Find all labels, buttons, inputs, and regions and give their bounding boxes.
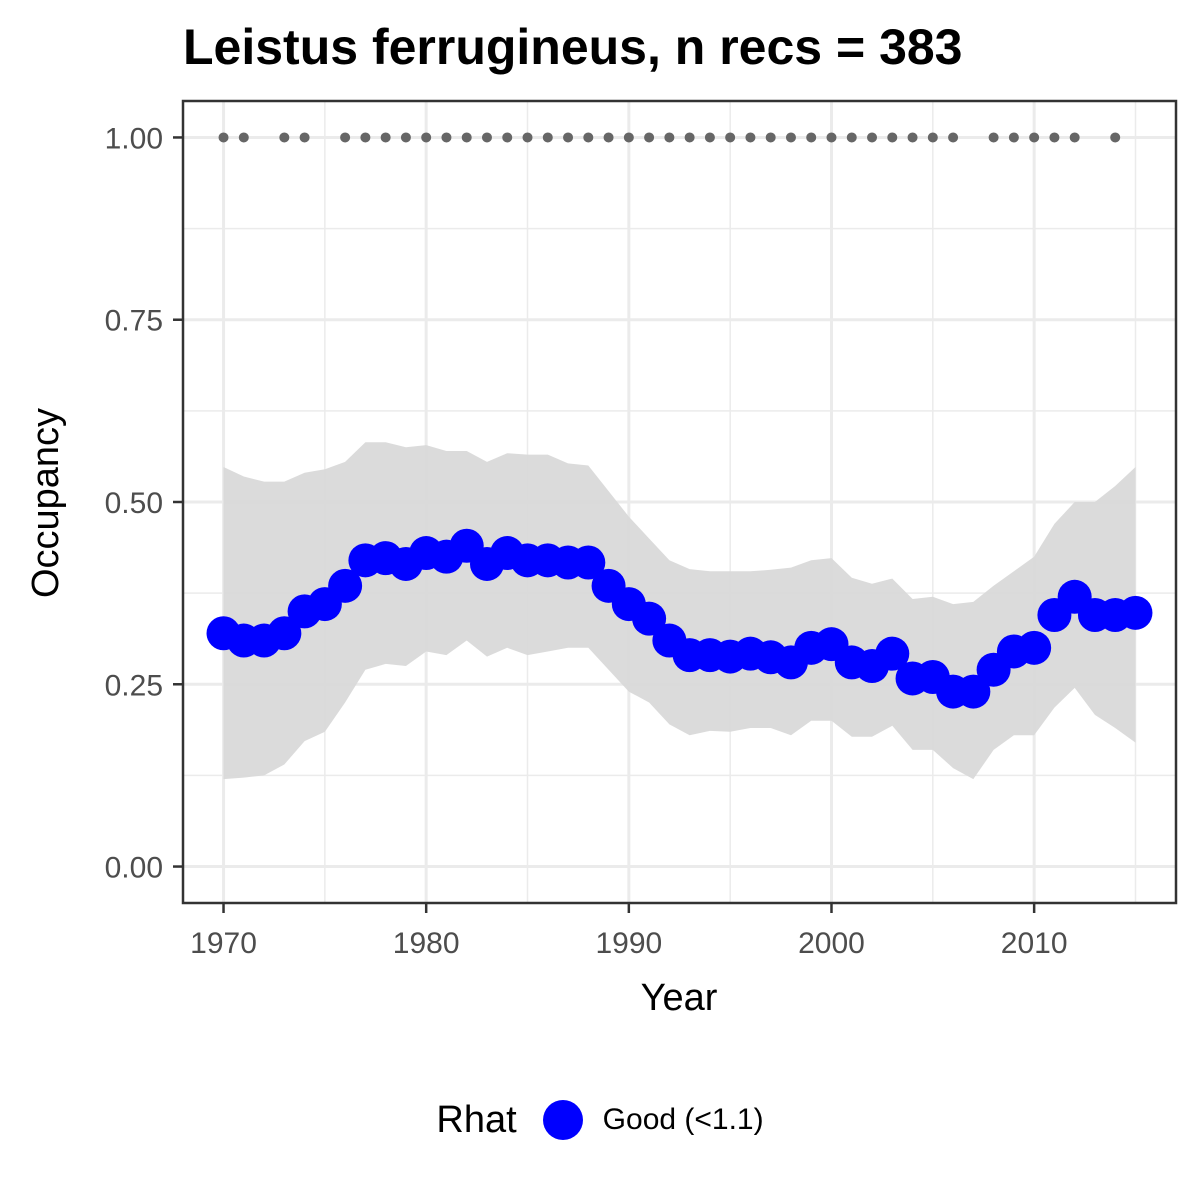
observed-point (1069, 132, 1080, 143)
observed-point (846, 132, 857, 143)
observed-point (522, 132, 533, 143)
observed-point (927, 132, 938, 143)
observed-point (806, 132, 817, 143)
observed-point (400, 132, 411, 143)
x-axis-title: Year (641, 977, 718, 1019)
observed-point (765, 132, 776, 143)
observed-point (441, 132, 452, 143)
observed-point (887, 132, 898, 143)
y-axis-title: Occupancy (25, 408, 67, 598)
x-tick-label: 1990 (595, 927, 662, 960)
occupancy-series (206, 528, 1153, 709)
observed-point (907, 132, 918, 143)
observed-point (725, 132, 736, 143)
observed-point (542, 132, 553, 143)
observed-point (340, 132, 351, 143)
x-tick-label: 1980 (393, 927, 460, 960)
observed-point (1110, 132, 1121, 143)
observed-point (279, 132, 290, 143)
observed-point (988, 132, 999, 143)
occupancy-plot: 1970 1980 1990 2000 2010 0.00 0.25 0.50 0.75 1.0… (25, 99, 1178, 1019)
observed-point (563, 132, 574, 143)
y-tick-label: 0.50 (105, 487, 163, 520)
occupancy-point (267, 616, 302, 651)
observed-point (785, 132, 796, 143)
x-axis: 1970 1980 1990 2000 2010 (190, 903, 1068, 960)
y-tick-label: 0.00 (105, 852, 163, 885)
y-axis: 0.00 0.25 0.50 0.75 1.00 (105, 122, 183, 885)
legend-label-good: Good (<1.1) (602, 1103, 764, 1136)
x-tick-label: 2000 (798, 927, 865, 960)
observed-point (461, 132, 472, 143)
observed-point (380, 132, 391, 143)
occupancy-point (1017, 630, 1052, 665)
observed-point (664, 132, 675, 143)
observed-point (583, 132, 594, 143)
legend-title: Rhat (436, 1098, 517, 1141)
occupancy-point (328, 568, 363, 603)
observed-year-points (218, 132, 1121, 143)
observed-point (360, 132, 371, 143)
y-tick-label: 0.75 (105, 305, 163, 338)
observed-point (704, 132, 715, 143)
y-tick-label: 0.25 (105, 669, 163, 702)
observed-point (1049, 132, 1060, 143)
observed-point (603, 132, 614, 143)
confidence-band (223, 442, 1136, 780)
observed-point (1008, 132, 1019, 143)
legend: Rhat Good (<1.1) (0, 1090, 1200, 1150)
occupancy-point (875, 636, 910, 671)
occupancy-point (1118, 595, 1153, 630)
observed-point (1029, 132, 1040, 143)
observed-point (299, 132, 310, 143)
observed-point (867, 132, 878, 143)
observed-point (644, 132, 655, 143)
observed-point (502, 132, 513, 143)
occupancy-point (632, 601, 667, 636)
observed-point (948, 132, 959, 143)
observed-point (684, 132, 695, 143)
observed-point (218, 132, 229, 143)
observed-point (238, 132, 249, 143)
occupancy-point (571, 545, 606, 580)
y-tick-label: 1.00 (105, 122, 163, 155)
observed-point (623, 132, 634, 143)
x-tick-label: 1970 (190, 927, 257, 960)
legend-key-good (542, 1100, 583, 1140)
observed-point (745, 132, 756, 143)
x-tick-label: 2010 (1001, 927, 1068, 960)
observed-point (421, 132, 432, 143)
observed-point (826, 132, 837, 143)
occupancy-point (956, 674, 991, 709)
chart-title: Leistus ferrugineus, n recs = 383 (183, 19, 963, 75)
observed-point (481, 132, 492, 143)
